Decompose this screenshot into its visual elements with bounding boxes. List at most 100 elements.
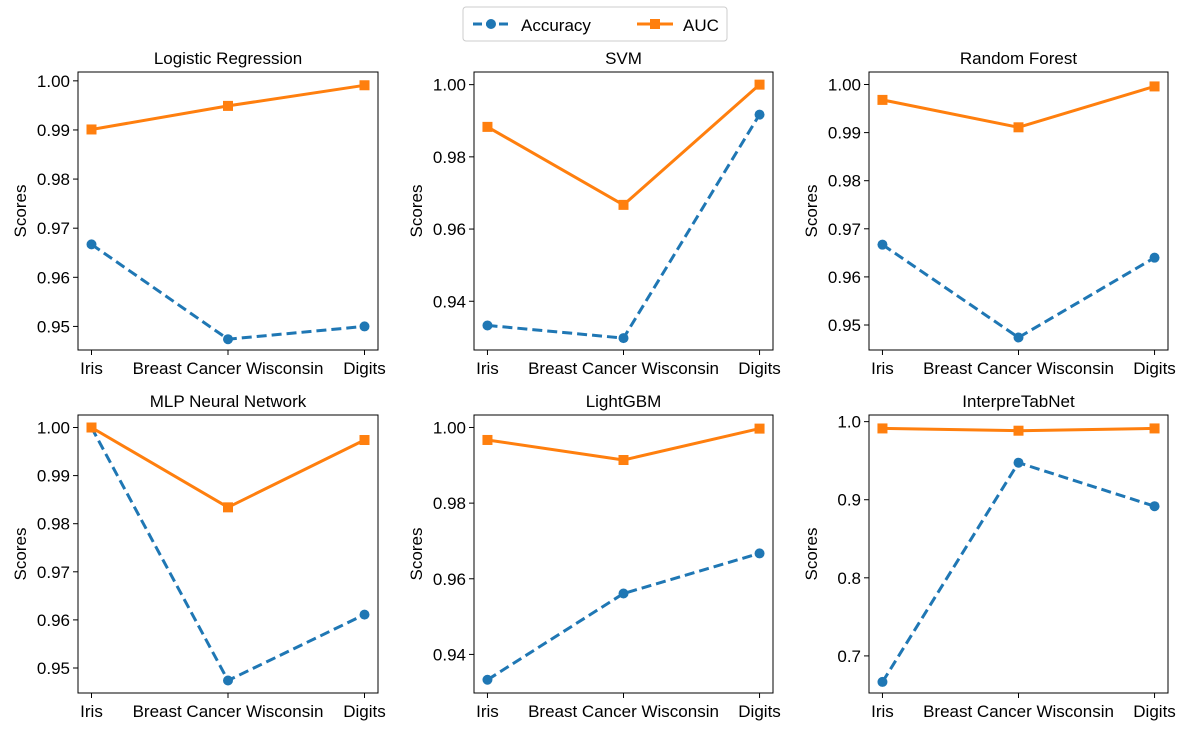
x-tick-label: Iris — [80, 702, 103, 721]
series-auc-point — [223, 502, 233, 513]
x-tick-label: Digits — [1133, 359, 1176, 378]
series-auc-point — [877, 94, 888, 105]
subplot-mlp-neural-network: MLP Neural Network Scores 0.95 0.96 0.97 0.98… — [11, 392, 386, 721]
y-tick-label: 1.00 — [37, 72, 70, 91]
subplot-title: Random Forest — [960, 49, 1077, 68]
y-tick-label: 0.98 — [433, 148, 466, 167]
y-axis-label: Scores — [407, 185, 426, 238]
y-tick-label: 0.97 — [37, 219, 70, 238]
y-tick-label: 1.00 — [828, 76, 861, 95]
y-tick-label: 0.96 — [37, 611, 70, 630]
y-tick-label: 1.00 — [433, 76, 466, 95]
y-axis-label: Scores — [11, 528, 30, 581]
y-tick-label: 0.98 — [433, 494, 466, 513]
y-tick-label: 0.98 — [37, 515, 70, 534]
series-auc-point — [482, 121, 493, 132]
series-accuracy-point — [1149, 252, 1160, 263]
series-auc-point — [877, 423, 888, 434]
x-tick-label: Iris — [871, 702, 894, 721]
series-accuracy-point — [877, 676, 888, 687]
series-accuracy-point — [618, 333, 629, 344]
x-tick-label: Digits — [738, 702, 781, 721]
subplot-random-forest: Random Forest Scores 0.95 0.96 0.97 0.98 0.99 1… — [802, 49, 1176, 378]
y-tick-label: 0.8 — [837, 569, 861, 588]
series-auc-point — [618, 199, 629, 210]
subplot-logistic-regression: Logistic Regression Scores 0.95 0.96 0.97 0.9… — [11, 49, 386, 378]
plot-frame — [868, 71, 1169, 351]
plot-frame — [868, 414, 1169, 694]
y-tick-label: 1.0 — [837, 413, 861, 432]
series-accuracy-point — [359, 609, 370, 620]
y-tick-label: 0.99 — [37, 467, 70, 486]
subplot-grid: Logistic Regression Scores 0.95 0.96 0.97 0.9… — [11, 49, 1176, 721]
series-accuracy-point — [482, 674, 493, 685]
series-auc-point — [754, 79, 765, 90]
y-tick-label: 0.95 — [37, 317, 70, 336]
series-accuracy-point — [754, 109, 765, 120]
series-auc-point — [359, 80, 370, 91]
series-accuracy-point — [86, 239, 97, 250]
plot-frame — [77, 414, 379, 694]
y-tick-label: 0.99 — [37, 121, 70, 140]
y-tick-label: 0.95 — [828, 316, 861, 335]
series-accuracy-point — [359, 321, 370, 332]
series-accuracy-point — [482, 320, 493, 331]
series-accuracy-point — [618, 588, 629, 599]
series-auc-point — [1013, 425, 1024, 436]
y-tick-label: 0.96 — [433, 220, 466, 239]
legend-accuracy-marker — [486, 19, 496, 29]
subplot-title: MLP Neural Network — [150, 392, 307, 411]
series-accuracy-line — [486, 551, 760, 682]
series-accuracy-point — [1149, 501, 1160, 512]
x-tick-label: Iris — [871, 359, 894, 378]
series-auc-point — [618, 455, 629, 466]
x-tick-label: Breast Cancer Wisconsin — [528, 359, 719, 378]
series-auc-point — [359, 435, 370, 446]
x-tick-label: Iris — [476, 702, 499, 721]
y-tick-label: 0.98 — [828, 172, 861, 191]
subplot-title: SVM — [605, 49, 642, 68]
x-tick-label: Digits — [1133, 702, 1176, 721]
legend-accuracy-label: Accuracy — [521, 16, 591, 35]
series-auc-point — [1149, 81, 1160, 92]
x-tick-label: Digits — [738, 359, 781, 378]
x-tick-label: Breast Cancer Wisconsin — [923, 702, 1114, 721]
series-accuracy-point — [877, 239, 888, 250]
y-tick-label: 0.98 — [37, 170, 70, 189]
y-axis-label: Scores — [11, 185, 30, 238]
series-accuracy-point — [754, 548, 765, 559]
y-tick-label: 1.00 — [433, 418, 466, 437]
y-tick-label: 0.96 — [828, 268, 861, 287]
subplot-title: InterpreTabNet — [962, 392, 1075, 411]
subplot-lightgbm: LightGBM Scores 0.94 0.96 0.98 1.00 Iris Breast… — [407, 392, 781, 721]
series-accuracy-point — [223, 334, 233, 345]
y-tick-label: 0.97 — [37, 563, 70, 582]
series-accuracy-point — [1013, 332, 1024, 343]
x-tick-label: Breast Cancer Wisconsin — [133, 702, 324, 721]
series-auc-point — [482, 434, 493, 445]
subplot-title: Logistic Regression — [154, 49, 302, 68]
series-auc-point — [223, 100, 233, 111]
y-tick-label: 0.7 — [837, 647, 861, 666]
y-tick-label: 0.95 — [37, 659, 70, 678]
x-tick-label: Breast Cancer Wisconsin — [923, 359, 1114, 378]
series-auc-point — [1013, 122, 1024, 133]
legend-auc-marker — [650, 19, 660, 29]
x-tick-label: Digits — [343, 359, 386, 378]
legend-auc-label: AUC — [683, 16, 719, 35]
legend: Accuracy AUC — [462, 6, 728, 42]
x-tick-label: Breast Cancer Wisconsin — [528, 702, 719, 721]
series-auc-point — [86, 124, 97, 135]
y-tick-label: 0.99 — [828, 124, 861, 143]
y-tick-label: 0.97 — [828, 220, 861, 239]
plot-frame — [77, 71, 379, 351]
series-auc-point — [754, 423, 765, 434]
y-axis-label: Scores — [802, 528, 821, 581]
x-tick-label: Iris — [80, 359, 103, 378]
y-tick-label: 0.94 — [433, 292, 466, 311]
x-tick-label: Iris — [476, 359, 499, 378]
y-axis-label: Scores — [407, 528, 426, 581]
x-tick-label: Digits — [343, 702, 386, 721]
series-accuracy-point — [1013, 457, 1024, 468]
